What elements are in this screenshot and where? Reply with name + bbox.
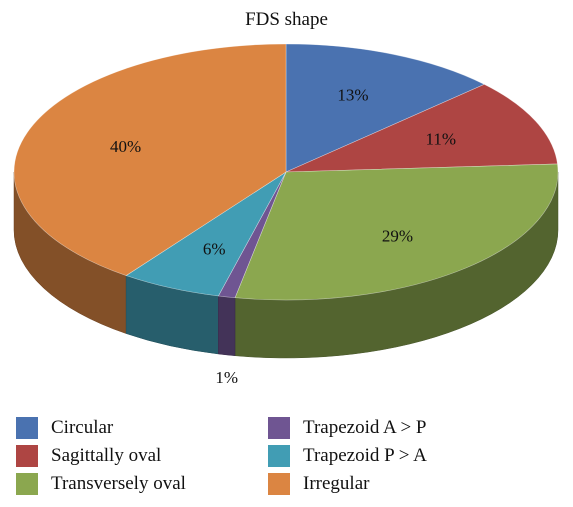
- pie-slice-transversely-oval: [234, 163, 559, 301]
- legend-item-transversely-oval: Transversely oval: [16, 471, 186, 497]
- legend-label: Trapezoid A > P: [303, 417, 427, 438]
- pie-slice-circular: [285, 43, 485, 173]
- legend-label: Trapezoid P > A: [303, 445, 427, 466]
- data-label-sagittally-oval: 11%: [426, 129, 457, 148]
- legend-swatch: [268, 473, 290, 495]
- pie-slice-irregular: [13, 43, 287, 276]
- legend-item-sagittally-oval: Sagittally oval: [16, 443, 161, 469]
- legend-label: Transversely oval: [51, 473, 186, 494]
- legend-swatch: [16, 445, 38, 467]
- data-label-irregular: 40%: [110, 137, 141, 156]
- pie-side-trapezoid-a-p: [218, 295, 236, 357]
- pie-chart: 13% 11% 29% 1% 6% 40%: [13, 43, 559, 387]
- pie-sides: [13, 171, 559, 359]
- legend-label: Circular: [51, 417, 114, 438]
- legend: Circular Sagittally oval Transversely oval…: [0, 410, 573, 505]
- data-label-trapezoid-a-p: 1%: [215, 368, 238, 387]
- legend-swatch: [16, 417, 38, 439]
- data-label-circular: 13%: [337, 86, 368, 105]
- legend-item-circular: Circular: [16, 415, 113, 441]
- legend-item-irregular: Irregular: [268, 471, 369, 497]
- legend-item-trapezoid-a-p: Trapezoid A > P: [268, 415, 427, 441]
- data-label-transversely-oval: 29%: [382, 226, 413, 245]
- data-label-trapezoid-p-a: 6%: [203, 239, 226, 258]
- pie-tops: [13, 43, 559, 301]
- legend-label: Irregular: [303, 473, 370, 494]
- pie-labels: 13% 11% 29% 1% 6% 40%: [110, 86, 456, 387]
- legend-swatch: [268, 445, 290, 467]
- legend-swatch: [268, 417, 290, 439]
- pie-slice-sagittally-oval: [285, 84, 558, 173]
- chart-title: FDS shape: [245, 9, 328, 30]
- legend-swatch: [16, 473, 38, 495]
- legend-label: Sagittally oval: [51, 445, 162, 466]
- legend-item-trapezoid-p-a: Trapezoid P > A: [268, 443, 427, 469]
